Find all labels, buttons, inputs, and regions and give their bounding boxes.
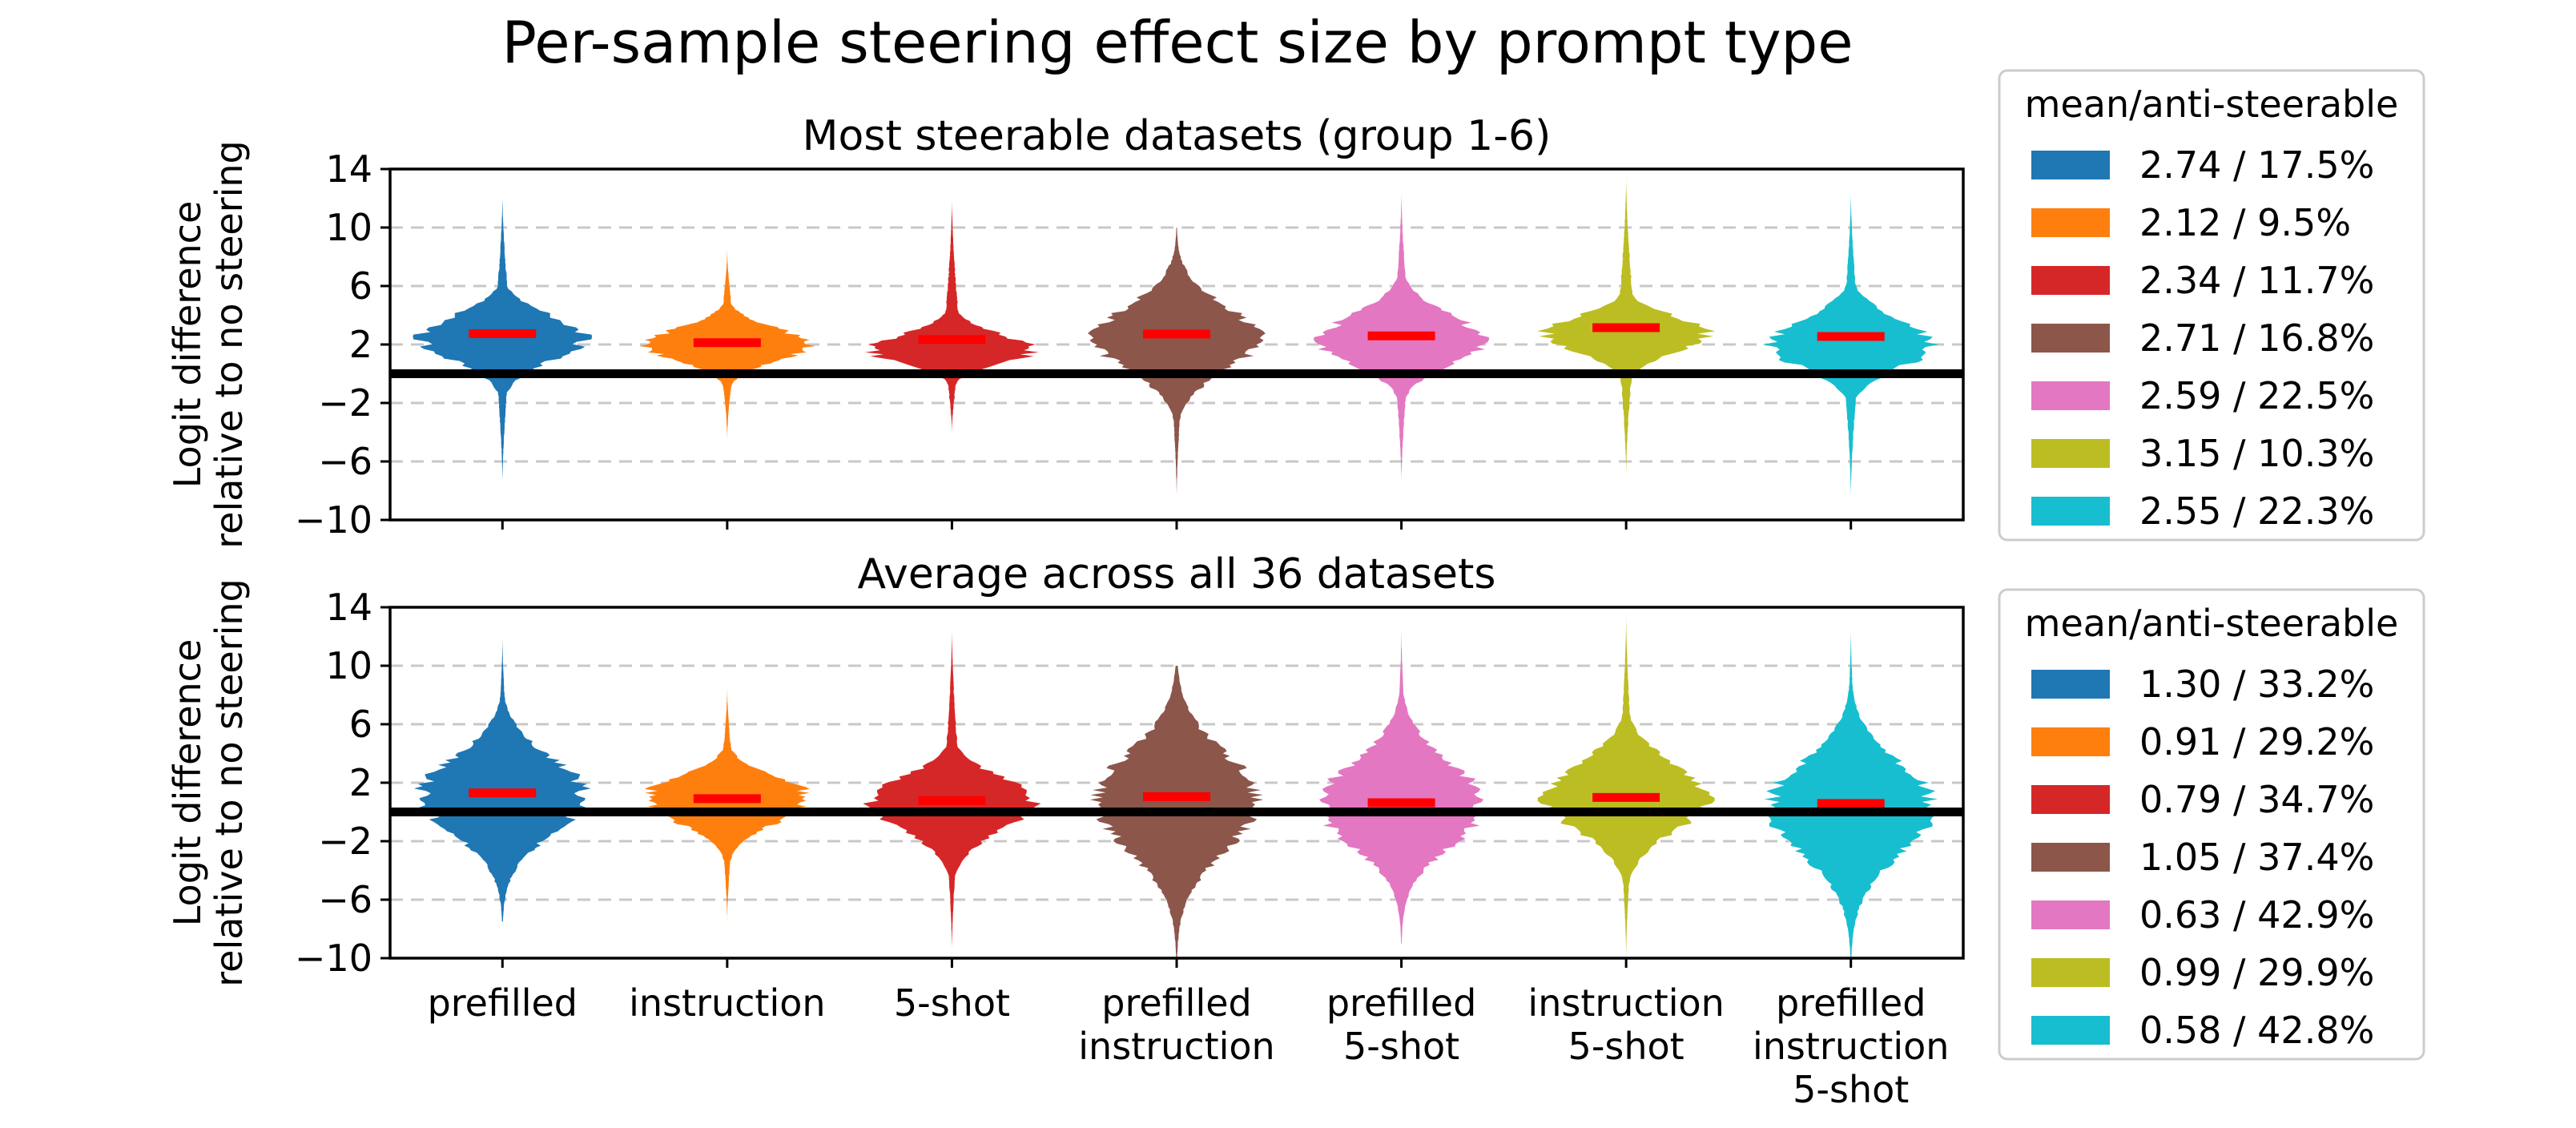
legend-swatch xyxy=(2031,1016,2110,1045)
y-tick-label: −6 xyxy=(318,878,372,921)
violin-body xyxy=(1088,228,1266,498)
legend-entry-label: 3.15 / 10.3% xyxy=(2139,432,2374,475)
legend-swatch xyxy=(2031,843,2110,872)
legend-swatch xyxy=(2031,727,2110,756)
x-tick-label: 5-shot xyxy=(1568,1025,1684,1068)
x-tick-label: instruction xyxy=(1753,1025,1949,1068)
y-tick-label: 10 xyxy=(325,644,372,687)
legend-swatch xyxy=(2031,208,2110,237)
legend-entry-label: 0.99 / 29.9% xyxy=(2139,951,2374,994)
legend-title: mean/anti-steerable xyxy=(2025,602,2399,645)
y-axis-label: Logit differencerelative to no steering xyxy=(166,578,251,987)
legend-entry-label: 2.34 / 11.7% xyxy=(2139,259,2374,302)
panel-top: Most steerable datasets (group 1-6) −10 −6… xyxy=(166,69,2425,549)
legend-frame xyxy=(1998,69,2425,542)
violin-body xyxy=(644,687,810,922)
panel-subtitle: Most steerable datasets (group 1-6) xyxy=(803,112,1552,160)
legend-frame xyxy=(1998,588,2425,1061)
y-tick-label: −10 xyxy=(295,498,372,542)
legend-swatch xyxy=(2031,324,2110,352)
legend-swatch xyxy=(2031,266,2110,295)
y-tick-label: −2 xyxy=(318,820,372,863)
violin-body xyxy=(414,636,591,922)
y-tick-label: 14 xyxy=(325,586,372,629)
x-tick-label: instruction xyxy=(1527,981,1724,1025)
y-tick-label: 2 xyxy=(349,761,372,804)
violin-body xyxy=(1762,191,1939,498)
x-tick-label: prefilled xyxy=(1776,981,1926,1025)
legend-swatch xyxy=(2031,670,2110,699)
legend-swatch xyxy=(2031,497,2110,526)
x-tick-label: 5-shot xyxy=(894,981,1010,1025)
axes-frame xyxy=(388,606,1965,960)
x-tick-label: prefilled xyxy=(1326,981,1476,1025)
x-tick-label: instruction xyxy=(1078,1025,1274,1068)
y-axis-label-line: Logit difference xyxy=(166,639,209,927)
legend-entry-label: 2.59 / 22.5% xyxy=(2139,374,2374,417)
legend-entry-label: 0.63 / 42.9% xyxy=(2139,893,2374,937)
legend-entry-label: 0.58 / 42.8% xyxy=(2139,1009,2374,1052)
legend-swatch xyxy=(2031,958,2110,987)
legend: mean/anti-steerable 2.74 / 17.5% 2.12 / 9.… xyxy=(1998,69,2425,542)
legend-swatch xyxy=(2031,381,2110,410)
y-tick-label: 2 xyxy=(349,323,372,366)
x-tick-label: 5-shot xyxy=(1793,1068,1909,1111)
violin-body xyxy=(1764,629,1938,958)
violin-body xyxy=(863,629,1041,951)
y-axis-label-line: Logit difference xyxy=(166,201,209,489)
legend-entry-label: 0.79 / 34.7% xyxy=(2139,778,2374,821)
y-axis-label-line: relative to no steering xyxy=(207,578,251,987)
y-tick-label: −2 xyxy=(318,381,372,425)
violin-body xyxy=(1537,614,1715,958)
legend-entry-label: 1.30 / 33.2% xyxy=(2139,663,2374,706)
legend-entry-label: 2.12 / 9.5% xyxy=(2139,201,2351,244)
y-axis-label: Logit differencerelative to no steering xyxy=(166,140,251,549)
legend-entry-label: 1.05 / 37.4% xyxy=(2139,836,2374,879)
y-tick-label: −6 xyxy=(318,440,372,483)
y-tick-label: 14 xyxy=(325,147,372,191)
y-tick-label: 6 xyxy=(349,264,372,308)
figure-title: Per-sample steering effect size by promp… xyxy=(501,9,1853,76)
violin-body xyxy=(864,198,1040,433)
y-axis-label-line: relative to no steering xyxy=(207,140,251,549)
legend-title: mean/anti-steerable xyxy=(2025,83,2399,126)
legend-entry-label: 2.55 / 22.3% xyxy=(2139,489,2374,533)
axes-frame xyxy=(388,167,1965,522)
legend: mean/anti-steerable 1.30 / 33.2% 0.91 / 29… xyxy=(1998,588,2425,1061)
legend-entry-label: 2.74 / 17.5% xyxy=(2139,143,2374,187)
legend-entry-label: 0.91 / 29.2% xyxy=(2139,720,2374,763)
violin-body xyxy=(1312,629,1491,944)
panel-subtitle: Average across all 36 datasets xyxy=(858,550,1496,598)
panel-bottom: Average across all 36 datasets −10 −6 −2 2 6 1… xyxy=(166,550,2425,1111)
legend-swatch xyxy=(2031,439,2110,468)
y-tick-label: −10 xyxy=(295,937,372,980)
y-tick-label: 6 xyxy=(349,703,372,746)
x-tick-label: prefilled xyxy=(1101,981,1251,1025)
x-tick-label: instruction xyxy=(629,981,825,1025)
y-tick-label: 10 xyxy=(325,206,372,249)
x-tick-label: 5-shot xyxy=(1343,1025,1459,1068)
legend-swatch xyxy=(2031,900,2110,929)
legend-swatch xyxy=(2031,151,2110,179)
x-tick-label: prefilled xyxy=(428,981,578,1025)
violin-body xyxy=(413,195,593,484)
legend-entry-label: 2.71 / 16.8% xyxy=(2139,316,2374,360)
legend-swatch xyxy=(2031,785,2110,814)
